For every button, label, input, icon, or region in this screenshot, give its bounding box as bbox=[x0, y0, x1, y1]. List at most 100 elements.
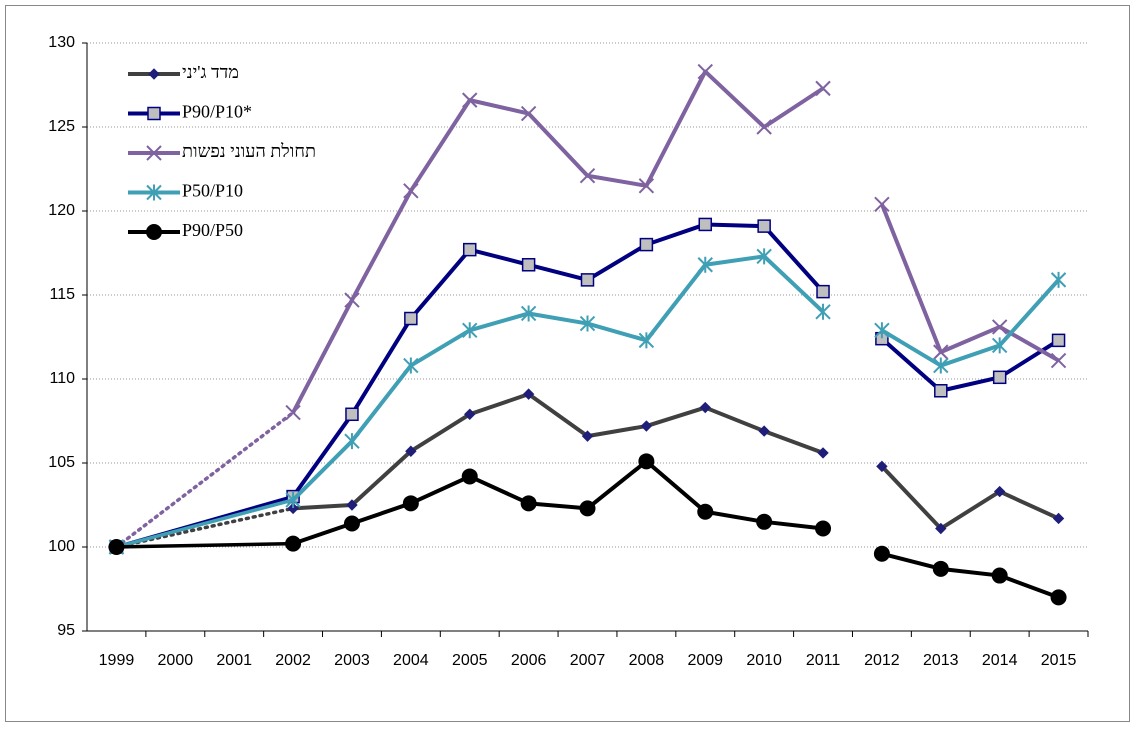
marker bbox=[285, 491, 301, 508]
marker bbox=[404, 311, 418, 326]
x-tick-label: 2003 bbox=[334, 652, 370, 669]
marker bbox=[520, 305, 537, 322]
marker bbox=[579, 168, 596, 184]
marker bbox=[579, 315, 596, 332]
bridge-line bbox=[114, 410, 295, 549]
marker bbox=[1051, 333, 1066, 348]
marker bbox=[874, 322, 890, 339]
marker bbox=[993, 485, 1006, 498]
marker bbox=[757, 219, 771, 233]
marker bbox=[991, 337, 1008, 354]
marker bbox=[402, 495, 419, 512]
marker bbox=[815, 80, 831, 97]
legend-label: P90/P50 bbox=[182, 220, 243, 240]
marker bbox=[817, 447, 829, 459]
marker bbox=[815, 520, 832, 537]
marker bbox=[816, 284, 830, 299]
x-tick-label: 2002 bbox=[275, 652, 311, 669]
x-tick-label: 2009 bbox=[687, 652, 723, 669]
marker bbox=[1052, 512, 1065, 525]
y-tick-label: 100 bbox=[48, 538, 75, 555]
x-tick-label: 2010 bbox=[746, 652, 782, 669]
marker bbox=[520, 105, 537, 122]
y-tick-label: 110 bbox=[49, 370, 75, 387]
series-line bbox=[291, 254, 1061, 502]
marker bbox=[403, 183, 419, 199]
legend-label: תחולת העוני נפשות bbox=[182, 141, 316, 161]
marker bbox=[580, 273, 595, 287]
legend-marker bbox=[146, 184, 162, 201]
x-tick-label: 2015 bbox=[1041, 652, 1077, 669]
marker bbox=[639, 237, 654, 252]
marker bbox=[522, 388, 535, 400]
marker bbox=[933, 344, 949, 360]
legend-marker bbox=[148, 68, 160, 80]
y-tick-label: 120 bbox=[48, 202, 75, 219]
legend-marker bbox=[146, 145, 162, 161]
marker bbox=[932, 560, 949, 577]
marker bbox=[756, 513, 773, 530]
marker bbox=[285, 535, 302, 552]
series-line bbox=[291, 69, 1060, 414]
y-tick-label: 125 bbox=[48, 118, 75, 135]
series-line bbox=[291, 222, 1060, 498]
x-tick-label: 2000 bbox=[158, 652, 194, 669]
marker bbox=[520, 495, 537, 512]
x-tick-label: 2014 bbox=[982, 652, 1018, 669]
legend-label: P50/P10 bbox=[182, 181, 243, 201]
marker bbox=[756, 248, 772, 265]
legend-label: P90/P10* bbox=[182, 102, 252, 122]
marker bbox=[1050, 271, 1067, 288]
marker bbox=[346, 499, 358, 511]
marker bbox=[876, 460, 888, 473]
marker bbox=[698, 217, 713, 232]
marker bbox=[464, 408, 476, 420]
x-tick-label: 2005 bbox=[452, 652, 488, 669]
marker bbox=[991, 319, 1008, 335]
marker bbox=[992, 370, 1007, 385]
marker bbox=[344, 292, 360, 308]
marker bbox=[935, 522, 947, 535]
bridge-line bbox=[114, 498, 295, 549]
x-tick-label: 2007 bbox=[570, 652, 606, 669]
marker bbox=[345, 407, 359, 422]
marker bbox=[462, 92, 478, 108]
x-tick-label: 2008 bbox=[629, 652, 665, 669]
x-tick-label: 2006 bbox=[511, 652, 547, 669]
marker bbox=[403, 357, 419, 374]
marker bbox=[462, 242, 477, 257]
marker bbox=[638, 178, 655, 194]
marker bbox=[756, 119, 772, 135]
y-tick-label: 115 bbox=[49, 286, 75, 303]
series-line bbox=[292, 392, 1060, 531]
legend-marker bbox=[146, 224, 162, 240]
marker bbox=[343, 515, 360, 532]
marker bbox=[285, 404, 301, 421]
marker bbox=[1050, 589, 1067, 606]
marker bbox=[933, 357, 949, 374]
marker bbox=[697, 503, 714, 520]
marker bbox=[934, 384, 948, 398]
marker bbox=[697, 63, 713, 80]
y-tick-label: 105 bbox=[48, 454, 75, 471]
x-tick-label: 1999 bbox=[99, 652, 135, 669]
marker bbox=[638, 453, 655, 470]
marker bbox=[579, 500, 596, 517]
x-tick-label: 2011 bbox=[806, 652, 841, 669]
x-tick-label: 2001 bbox=[216, 652, 252, 669]
marker bbox=[640, 420, 653, 432]
marker bbox=[521, 258, 536, 272]
marker bbox=[815, 303, 831, 320]
x-tick-label: 2012 bbox=[864, 652, 900, 669]
x-tick-label: 2013 bbox=[923, 652, 959, 669]
marker bbox=[699, 401, 711, 414]
marker bbox=[697, 256, 713, 273]
y-tick-label: 130 bbox=[48, 34, 75, 51]
bridge-line bbox=[114, 541, 295, 549]
x-tick-label: 2004 bbox=[393, 652, 429, 669]
legend-label: מדד ג'יני bbox=[182, 62, 239, 82]
marker bbox=[638, 332, 655, 349]
marker bbox=[1050, 352, 1067, 369]
series-line bbox=[292, 459, 1060, 600]
